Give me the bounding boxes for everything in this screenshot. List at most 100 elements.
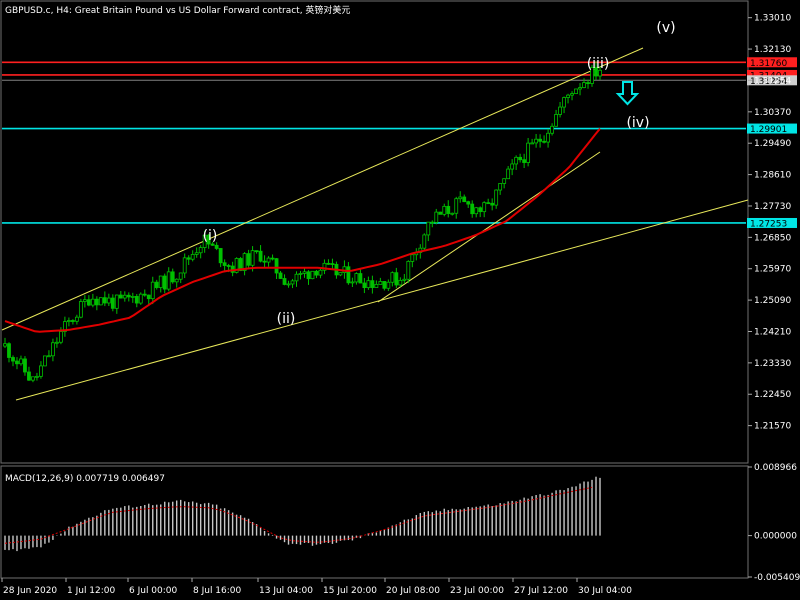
time-tick-label: 23 Jul 00:00 bbox=[450, 586, 504, 596]
candle-body bbox=[234, 258, 239, 273]
candle-body bbox=[294, 273, 299, 282]
time-tick-label: 20 Jul 08:00 bbox=[386, 586, 440, 596]
candle-body bbox=[550, 125, 554, 134]
candle-body bbox=[282, 278, 287, 285]
candle-body bbox=[158, 275, 163, 288]
candle-body bbox=[426, 221, 431, 236]
down-arrow-icon bbox=[615, 81, 640, 106]
candle-body bbox=[370, 280, 375, 288]
candle-body bbox=[146, 294, 151, 300]
macd-tick-label: -0.005409 bbox=[754, 573, 800, 583]
price-tick-label: 1.25970 bbox=[754, 265, 791, 275]
candle-body bbox=[506, 168, 511, 180]
price-tick-label: 1.31254 bbox=[754, 76, 791, 86]
chart-title: GBPUSD.c, H4: Great Britain Pound vs US … bbox=[5, 4, 350, 16]
moving-average-line bbox=[4, 127, 601, 333]
candle-body bbox=[78, 301, 83, 318]
price-tick-label: 1.26850 bbox=[754, 233, 791, 243]
price-level-badge bbox=[747, 57, 797, 68]
candle-body bbox=[246, 253, 251, 266]
channel-line bbox=[377, 151, 601, 303]
candle-body bbox=[82, 299, 87, 302]
candle-body bbox=[150, 281, 155, 300]
candle-body bbox=[130, 296, 135, 298]
price-level-label: 1.29901 bbox=[750, 125, 787, 135]
time-tick-label: 15 Jul 20:00 bbox=[323, 586, 377, 596]
candle-body bbox=[74, 316, 79, 322]
candle-body bbox=[198, 247, 203, 254]
candle-body bbox=[3, 343, 7, 347]
candle-body bbox=[55, 341, 59, 344]
candle-body bbox=[386, 281, 391, 289]
candle-body bbox=[206, 234, 211, 245]
candle-body bbox=[594, 67, 598, 77]
candle-body bbox=[514, 156, 519, 165]
candle-body bbox=[494, 189, 499, 206]
candle-body bbox=[430, 221, 435, 224]
channel-line bbox=[15, 199, 749, 401]
candle-body bbox=[486, 202, 491, 205]
candle-body bbox=[118, 294, 123, 299]
candle-body bbox=[462, 196, 467, 203]
candle-body bbox=[122, 294, 127, 299]
candle-body bbox=[322, 262, 327, 271]
candle-body bbox=[66, 320, 71, 322]
candle-body bbox=[242, 253, 247, 271]
candle-body bbox=[326, 262, 331, 265]
price-tick-label: 1.25090 bbox=[754, 296, 791, 306]
candle-body bbox=[27, 371, 31, 381]
candle-body bbox=[226, 265, 231, 267]
price-tick-label: 1.24210 bbox=[754, 327, 791, 337]
candle-body bbox=[238, 258, 243, 271]
candle-body bbox=[174, 278, 179, 283]
candle-body bbox=[278, 272, 283, 279]
channel-lines-layer bbox=[1, 47, 749, 401]
candle-body bbox=[402, 278, 407, 281]
candle-body bbox=[23, 358, 27, 373]
candle-body bbox=[358, 273, 363, 284]
candle-body bbox=[126, 294, 131, 298]
candle-body bbox=[11, 357, 15, 362]
wave-label: (iv) bbox=[626, 115, 649, 131]
candle-body bbox=[190, 254, 195, 260]
time-axis: 28 Jun 2020 1 Jul 12:00 6 Jul 00:00 8 Jul 1… bbox=[1, 578, 632, 596]
candle-body bbox=[586, 82, 590, 85]
macd-tick-label: 0.000000 bbox=[754, 532, 797, 542]
price-tick-label: 1.27730 bbox=[754, 202, 791, 212]
candle-body bbox=[218, 248, 223, 264]
candle-body bbox=[178, 272, 183, 280]
candle-body bbox=[70, 320, 75, 322]
candle-body bbox=[170, 271, 175, 283]
candle-body bbox=[314, 270, 319, 276]
candle-body bbox=[290, 280, 295, 285]
wave-label: (v) bbox=[656, 20, 675, 36]
candle-body bbox=[574, 88, 578, 94]
price-tick-label: 1.29490 bbox=[754, 139, 791, 149]
candle-body bbox=[558, 106, 562, 115]
candle-body bbox=[35, 375, 39, 378]
candle-body bbox=[382, 281, 387, 289]
candle-body bbox=[182, 257, 187, 274]
candle-body bbox=[254, 250, 259, 253]
wave-labels-layer: (i) (ii) (iii) (iv) (v) bbox=[203, 20, 676, 327]
candle-body bbox=[434, 211, 439, 223]
candle-body bbox=[19, 358, 23, 365]
candle-body bbox=[518, 156, 523, 161]
candle-body bbox=[394, 272, 399, 286]
candle-body bbox=[39, 365, 43, 377]
candles-layer bbox=[3, 61, 602, 383]
candle-body bbox=[266, 257, 271, 263]
candle-body bbox=[106, 297, 111, 304]
candle-body bbox=[374, 284, 379, 288]
candle-body bbox=[378, 281, 383, 285]
candle-body bbox=[270, 257, 275, 260]
candle-body bbox=[526, 142, 531, 163]
candle-body bbox=[31, 376, 35, 381]
macd-label: MACD(12,26,9) 0.007719 0.006497 bbox=[5, 474, 165, 484]
candle-body bbox=[510, 163, 515, 170]
candle-body bbox=[470, 203, 475, 215]
candle-body bbox=[274, 258, 279, 274]
time-tick-label: 30 Jul 04:00 bbox=[578, 586, 632, 596]
